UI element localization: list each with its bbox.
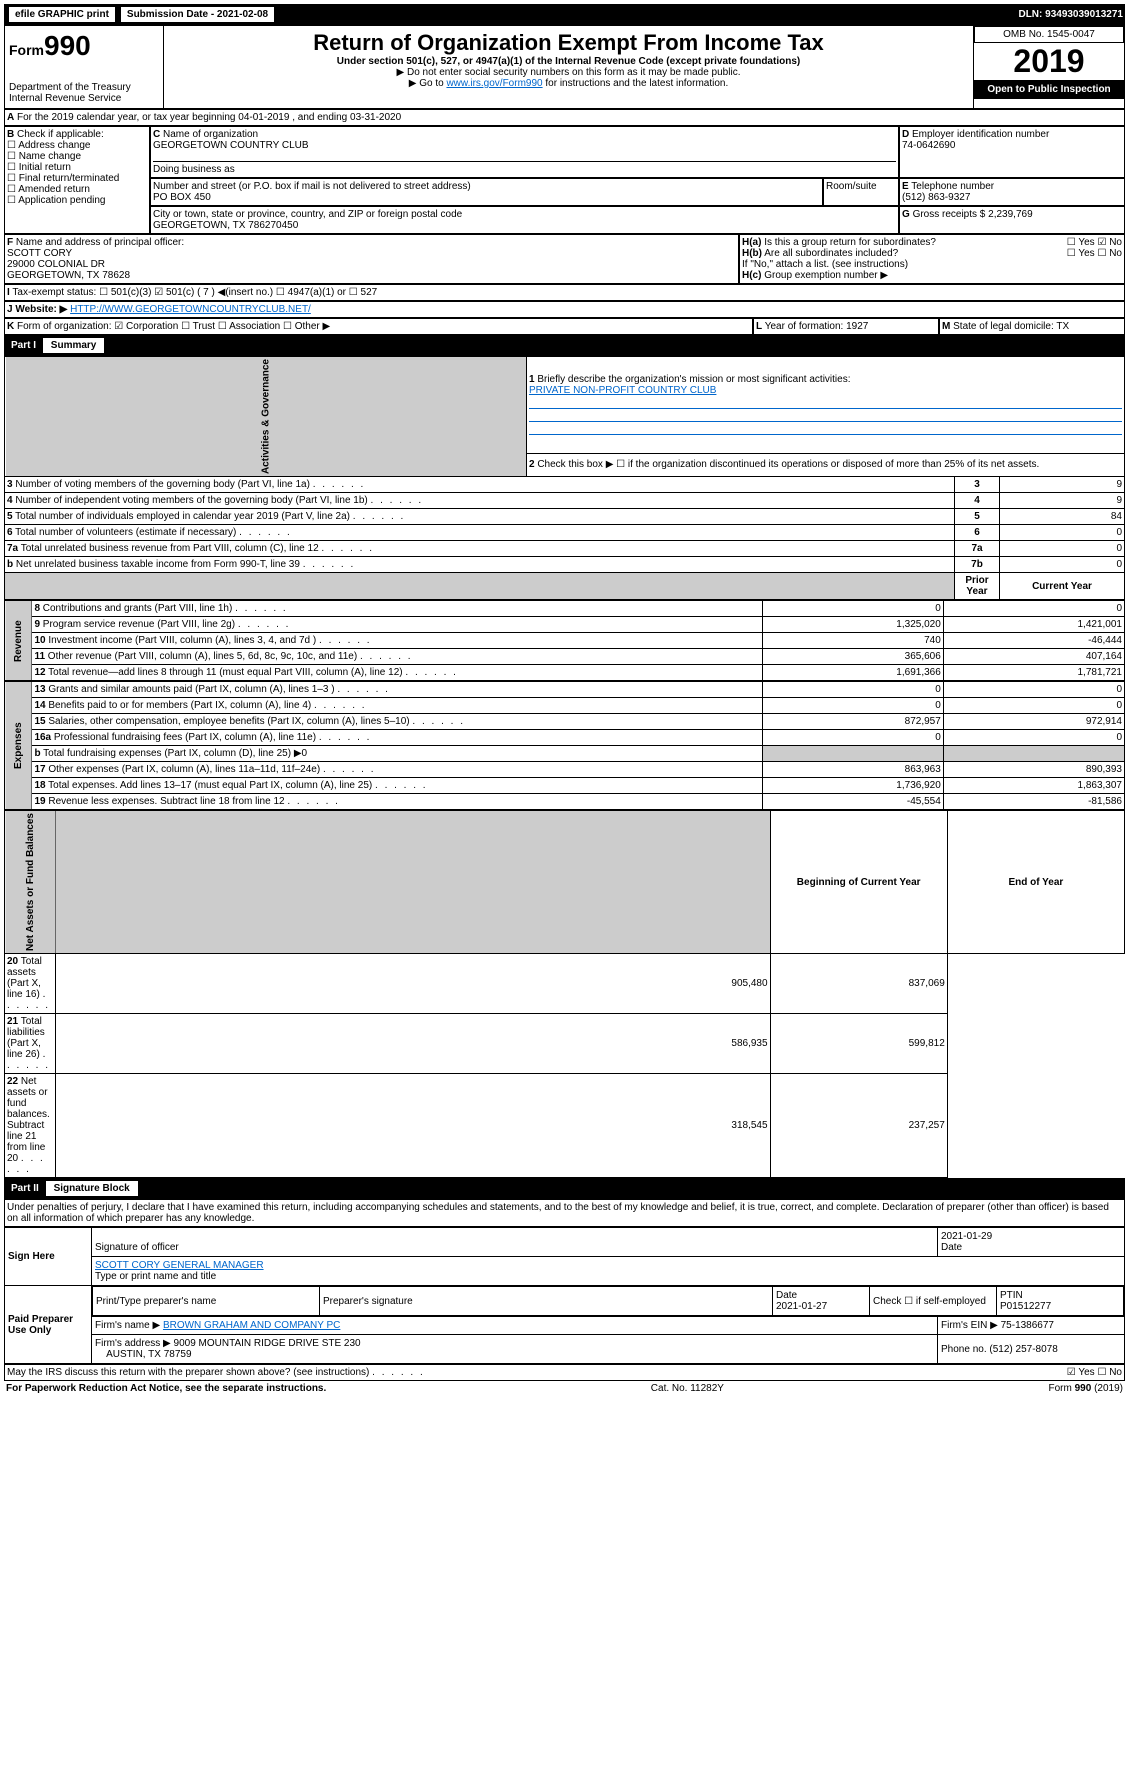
section-governance: Activities & Governance bbox=[5, 357, 527, 477]
checkbox-initial-return[interactable]: Initial return bbox=[7, 162, 147, 173]
form-footer: Form 990 (2019) bbox=[1049, 1383, 1123, 1394]
checkbox-final-return-terminated[interactable]: Final return/terminated bbox=[7, 173, 147, 184]
footer: For Paperwork Reduction Act Notice, see … bbox=[4, 1381, 1125, 1396]
checkbox-amended-return[interactable]: Amended return bbox=[7, 184, 147, 195]
checkbox-application-pending[interactable]: Application pending bbox=[7, 195, 147, 206]
efile-button[interactable]: efile GRAPHIC print bbox=[8, 6, 116, 23]
form-subtitle: Under section 501(c), 527, or 4947(a)(1)… bbox=[168, 56, 969, 67]
website-link[interactable]: HTTP://WWW.GEORGETOWNCOUNTRYCLUB.NET/ bbox=[70, 304, 311, 315]
expense-table: Expenses13 Grants and similar amounts pa… bbox=[4, 681, 1125, 810]
paid-preparer: Paid Preparer Use Only bbox=[5, 1286, 92, 1364]
discuss-row: May the IRS discuss this return with the… bbox=[4, 1364, 1125, 1381]
part1-table: Activities & Governance 1 Briefly descri… bbox=[4, 356, 1125, 600]
omb-label: OMB No. 1545-0047 bbox=[974, 26, 1124, 43]
irs-label: Internal Revenue Service bbox=[9, 93, 159, 104]
blocks-klm: K Form of organization: Corporation Trus… bbox=[4, 318, 1125, 335]
sign-here: Sign Here bbox=[5, 1228, 92, 1286]
city: GEORGETOWN, TX 786270450 bbox=[153, 220, 298, 231]
org-name: GEORGETOWN COUNTRY CLUB bbox=[153, 140, 309, 151]
blocks-row: B Check if applicable: Address changeNam… bbox=[4, 126, 1125, 234]
irs-link[interactable]: www.irs.gov/Form990 bbox=[446, 78, 542, 89]
checkbox-name-change[interactable]: Name change bbox=[7, 151, 147, 162]
submission-button[interactable]: Submission Date - 2021-02-08 bbox=[120, 6, 275, 23]
form-number: Form990 bbox=[9, 30, 159, 62]
officer-name: SCOTT CORY bbox=[7, 248, 72, 259]
header-bar: efile GRAPHIC print Submission Date - 20… bbox=[4, 4, 1125, 25]
perjury-text: Under penalties of perjury, I declare th… bbox=[4, 1199, 1125, 1227]
form-title: Return of Organization Exempt From Incom… bbox=[168, 30, 969, 56]
net-table: Net Assets or Fund Balances Beginning of… bbox=[4, 810, 1125, 1178]
firm-name[interactable]: BROWN GRAHAM AND COMPANY PC bbox=[163, 1320, 340, 1331]
form-note2: ▶ Go to www.irs.gov/Form990 for instruct… bbox=[168, 78, 969, 89]
dept-label: Department of the Treasury bbox=[9, 82, 159, 93]
officer-sig-name: SCOTT CORY GENERAL MANAGER bbox=[95, 1260, 264, 1271]
website-row: J Website: ▶ HTTP://WWW.GEORGETOWNCOUNTR… bbox=[4, 301, 1125, 318]
revenue-table: Revenue8 Contributions and grants (Part … bbox=[4, 600, 1125, 681]
open-inspection: Open to Public Inspection bbox=[974, 80, 1124, 99]
address: PO BOX 450 bbox=[153, 192, 211, 203]
checkbox-address-change[interactable]: Address change bbox=[7, 140, 147, 151]
part2-header: Part II Signature Block bbox=[4, 1178, 1125, 1199]
ein: 74-0642690 bbox=[902, 140, 955, 151]
part1-header: Part I Summary bbox=[4, 335, 1125, 356]
mission-text: PRIVATE NON-PROFIT COUNTRY CLUB bbox=[529, 385, 716, 396]
form-header: Form990 Department of the Treasury Inter… bbox=[4, 25, 1125, 109]
block-a-period: A For the 2019 calendar year, or tax yea… bbox=[4, 109, 1125, 126]
form-note1: ▶ Do not enter social security numbers o… bbox=[168, 67, 969, 78]
phone: (512) 863-9327 bbox=[902, 192, 970, 203]
gross-receipts: 2,239,769 bbox=[988, 209, 1033, 220]
signature-table: Sign Here Signature of officer 2021-01-2… bbox=[4, 1227, 1125, 1364]
tax-year: 2019 bbox=[974, 43, 1124, 80]
tax-exempt-row: I Tax-exempt status: 501(c)(3) 501(c) ( … bbox=[4, 284, 1125, 301]
dln-label: DLN: 93493039013271 bbox=[1018, 9, 1123, 20]
blocks-f-h: F Name and address of principal officer:… bbox=[4, 234, 1125, 284]
